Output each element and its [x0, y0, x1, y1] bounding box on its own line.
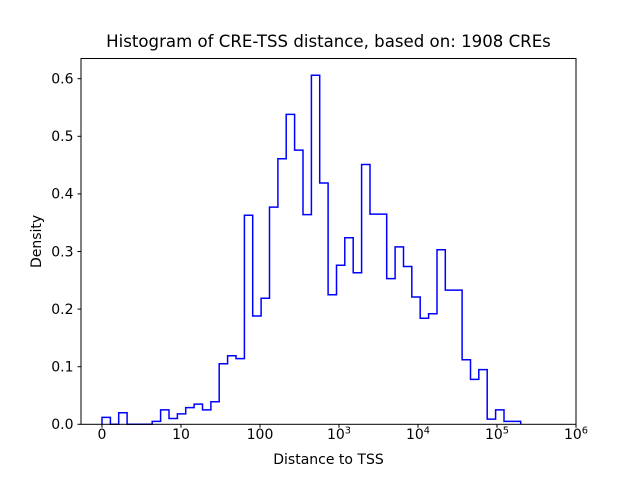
y-tick-label: 0.6 [51, 72, 73, 88]
x-tick-label: 100 [247, 427, 274, 443]
x-axis-label: Distance to TSS [273, 452, 384, 468]
x-tick-label: 0 [98, 427, 107, 443]
x-tick-label: 104 [406, 426, 430, 444]
y-tick-label: 0.2 [51, 302, 73, 318]
y-tick-label: 0.0 [51, 417, 73, 433]
chart-title: Histogram of CRE-TSS distance, based on:… [106, 32, 551, 51]
y-tick-label: 0.1 [51, 360, 73, 376]
x-tick-label: 10 [172, 427, 190, 443]
x-tick-label: 105 [485, 426, 509, 444]
x-tick-label: 103 [327, 426, 351, 444]
y-tick-label: 0.3 [51, 244, 73, 260]
axes-spines [80, 58, 577, 425]
x-axis-ticks: 0 10 100 103 104 105 106 [98, 424, 588, 443]
histogram-step-line [101, 74, 522, 426]
x-tick-label: 106 [564, 426, 588, 444]
y-axis-ticks: 0.0 0.1 0.2 0.3 0.4 0.5 0.6 [51, 72, 81, 433]
y-tick-label: 0.4 [51, 187, 73, 203]
y-axis-label: Density [29, 215, 45, 268]
y-tick-label: 0.5 [51, 129, 73, 145]
